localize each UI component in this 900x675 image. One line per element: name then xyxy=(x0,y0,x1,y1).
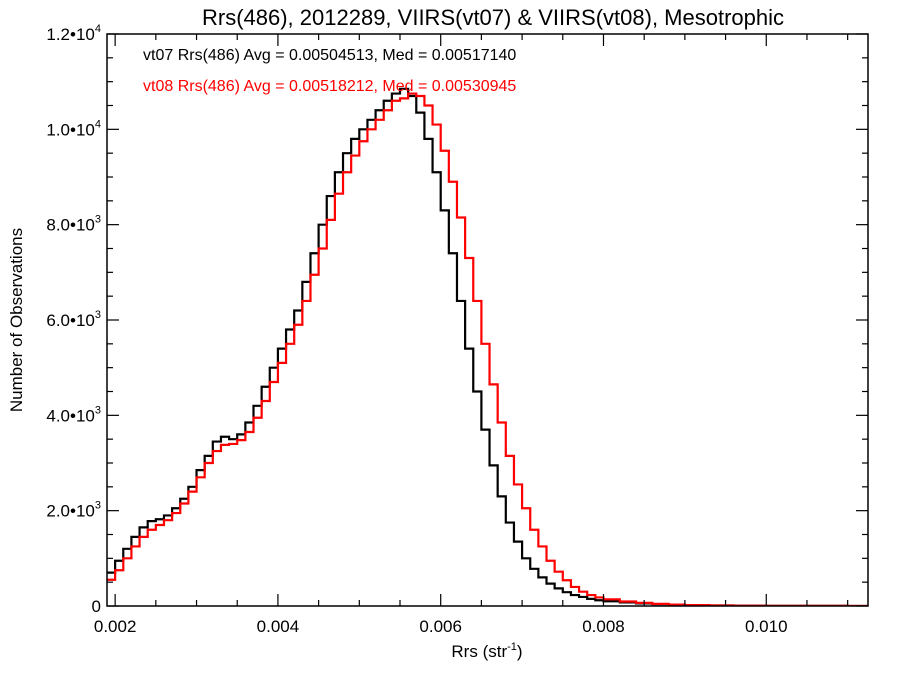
y-tick-label: 0 xyxy=(92,597,101,616)
y-axis-label: Number of Observations xyxy=(7,228,26,412)
legend-entry-vt08: vt08 Rrs(486) Avg = 0.00518212, Med = 0.… xyxy=(143,78,516,95)
x-tick-label: 0.006 xyxy=(419,617,462,636)
legend: vt07 Rrs(486) Avg = 0.00504513, Med = 0.… xyxy=(143,47,516,95)
y-tick-label: 2.0•103 xyxy=(46,500,101,521)
legend-entry-vt07: vt07 Rrs(486) Avg = 0.00504513, Med = 0.… xyxy=(143,47,516,64)
series-line-vt08 xyxy=(107,92,868,606)
x-tick-label: 0.004 xyxy=(257,617,300,636)
chart-title: Rrs(486), 2012289, VIIRS(vt07) & VIIRS(v… xyxy=(202,5,784,30)
y-tick-label: 1.0•104 xyxy=(46,118,101,139)
x-axis-label: Rrs (str-1) xyxy=(451,641,522,661)
x-tick-label: 0.010 xyxy=(745,617,788,636)
x-tick-label: 0.002 xyxy=(94,617,137,636)
plot-frame xyxy=(106,33,869,607)
y-tick-label: 6.0•103 xyxy=(46,309,101,330)
y-tick-label: 4.0•103 xyxy=(46,404,101,425)
x-tick-label: 0.008 xyxy=(582,617,625,636)
y-tick-label: 1.2•104 xyxy=(46,23,101,44)
y-tick-label: 8.0•103 xyxy=(46,214,101,235)
series-line-vt07 xyxy=(107,87,868,606)
